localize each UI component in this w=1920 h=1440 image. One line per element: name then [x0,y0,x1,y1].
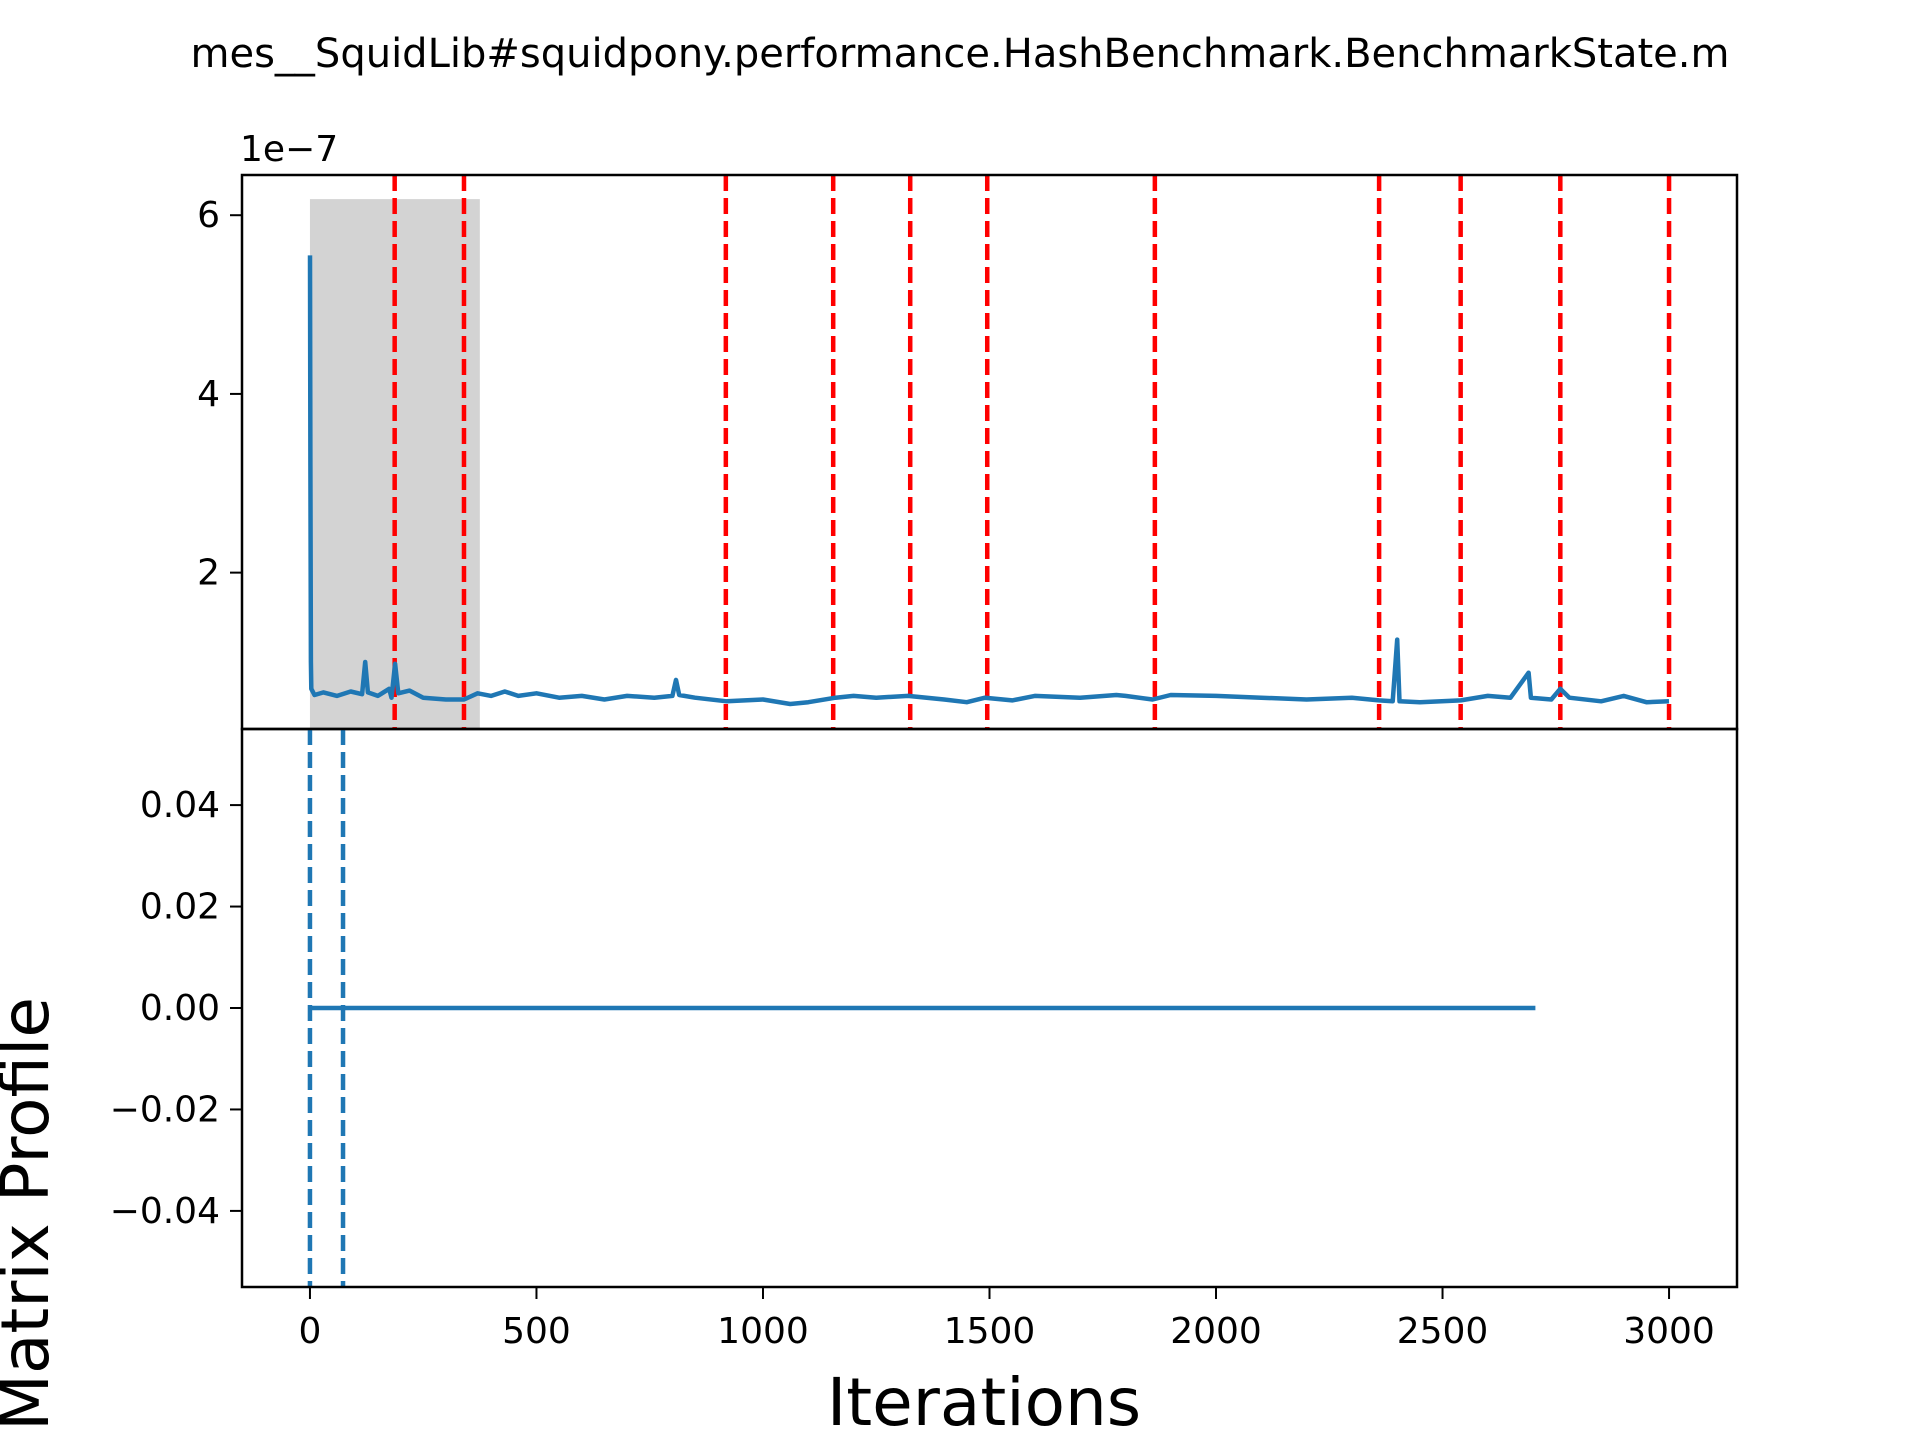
top-plot: 2 4 6 1e−7 [197,129,1739,731]
x-tick-label-1: 500 [502,1311,571,1352]
x-axis-label: Iterations [827,1364,1141,1440]
bottom-axis: 0.04 0.02 0.00 −0.02 −0.04 0 500 1000 1500 2000 25… [110,727,1739,1352]
y-tick-label-0-1: 4 [197,374,220,415]
y-tick-label-1-2: 0.00 [140,988,220,1029]
x-tick-label-3: 1500 [944,1311,1036,1352]
figure-title: mes__SquidLib#squidpony.performance.Hash… [191,31,1730,77]
y-axis-label: Matrix Profile [0,997,64,1431]
y-tick-label-1-0: 0.04 [140,785,220,826]
x-tick-label-0: 0 [299,1311,322,1352]
y-tick-label-0-0: 2 [197,553,220,594]
top-offset-label: 1e−7 [240,129,338,170]
y-tick-label-1-1: 0.02 [140,887,220,928]
bottom-plot: 0.04 0.02 0.00 −0.02 −0.04 0 500 1000 1500 2000 25… [0,727,1739,1440]
y-tick-label-1-3: −0.02 [110,1089,220,1130]
bottom-plot-area [307,729,1536,1287]
series-line-0-0 [307,255,1670,707]
x-tick-label-6: 3000 [1623,1311,1715,1352]
x-tick-label-4: 2000 [1170,1311,1262,1352]
y-tick-label-0-2: 6 [197,195,220,236]
x-tick-label-5: 2500 [1397,1311,1489,1352]
top-plot-area [307,175,1672,730]
y-tick-label-1-4: −0.04 [110,1191,220,1232]
x-tick-label-2: 1000 [717,1311,809,1352]
